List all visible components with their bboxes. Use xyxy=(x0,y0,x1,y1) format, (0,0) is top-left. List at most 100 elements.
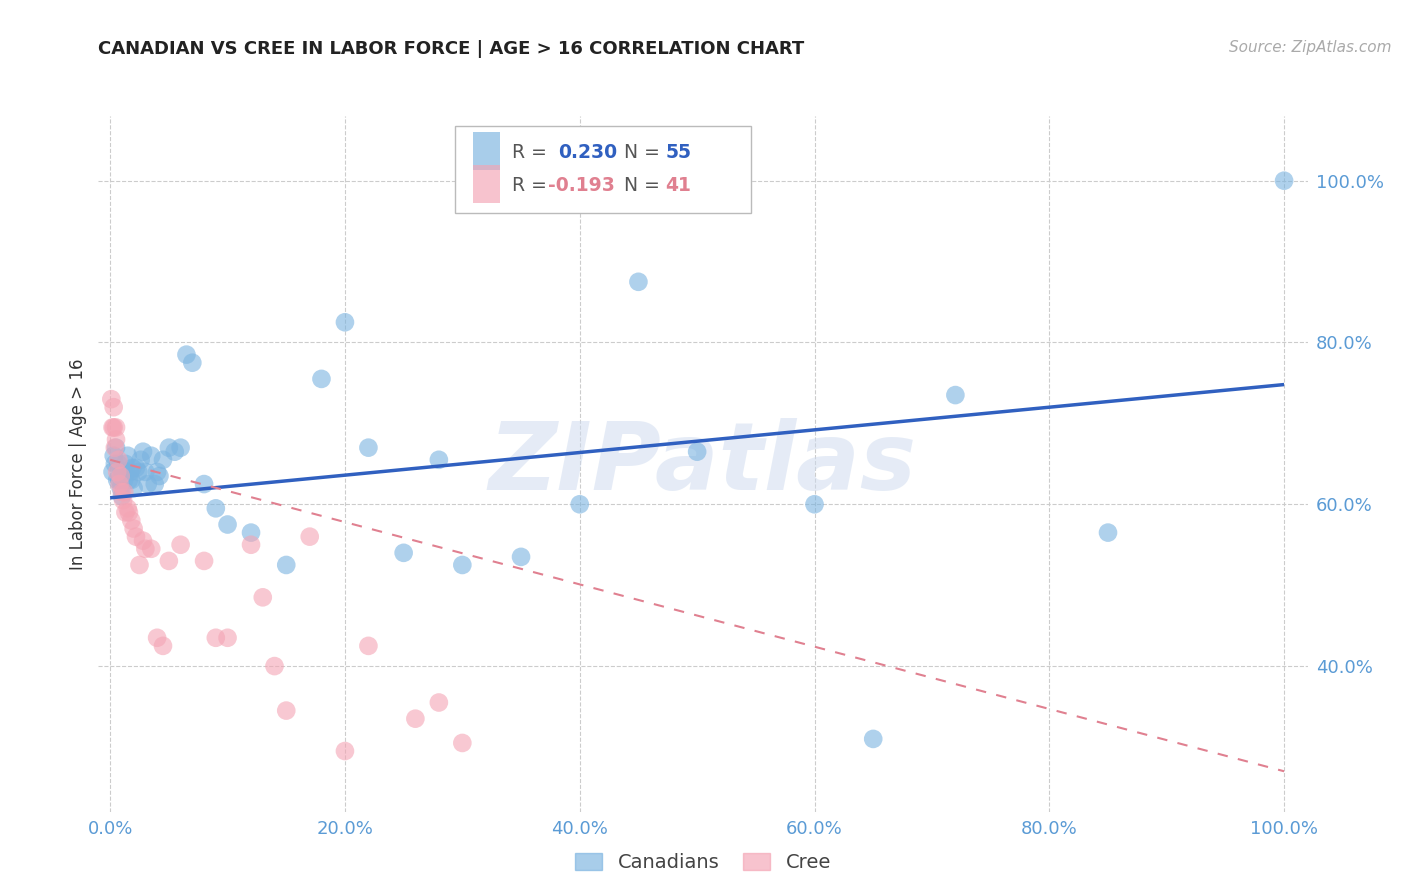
Point xyxy=(141,541,163,556)
Point xyxy=(105,473,128,487)
Bar xyxy=(474,165,501,203)
Point xyxy=(427,452,450,467)
Point xyxy=(100,392,122,406)
Text: R =: R = xyxy=(512,176,553,195)
Point xyxy=(110,469,132,483)
Point xyxy=(129,452,152,467)
Point xyxy=(945,388,967,402)
Text: 41: 41 xyxy=(665,176,692,195)
Point xyxy=(240,538,263,552)
Text: R =: R = xyxy=(512,144,553,162)
Point xyxy=(146,631,169,645)
Point xyxy=(112,473,135,487)
Point xyxy=(148,469,170,483)
Point xyxy=(103,420,125,434)
Point xyxy=(193,554,215,568)
Point xyxy=(451,558,474,572)
Point xyxy=(118,505,141,519)
Point xyxy=(276,558,298,572)
Point xyxy=(114,505,136,519)
Point xyxy=(112,485,135,500)
Point xyxy=(357,441,380,455)
Point xyxy=(686,444,709,458)
Point xyxy=(298,530,321,544)
Point xyxy=(112,493,135,508)
Point xyxy=(252,591,274,605)
Point xyxy=(204,501,226,516)
Point xyxy=(803,497,825,511)
Point xyxy=(108,477,131,491)
Text: 0.230: 0.230 xyxy=(558,144,617,162)
Point xyxy=(114,457,136,471)
Point xyxy=(263,659,285,673)
Point xyxy=(333,744,356,758)
Y-axis label: In Labor Force | Age > 16: In Labor Force | Age > 16 xyxy=(69,358,87,570)
Point xyxy=(627,275,650,289)
Point xyxy=(101,465,124,479)
Point xyxy=(136,477,159,491)
Point xyxy=(451,736,474,750)
Point xyxy=(157,554,180,568)
Point xyxy=(217,517,239,532)
Point xyxy=(107,452,129,467)
Point xyxy=(217,631,239,645)
Point xyxy=(392,546,415,560)
Point xyxy=(276,704,298,718)
Text: N =: N = xyxy=(624,144,666,162)
Point xyxy=(127,465,149,479)
Point xyxy=(1097,525,1119,540)
Point xyxy=(122,522,145,536)
Point xyxy=(169,538,191,552)
Point xyxy=(104,457,127,471)
Bar xyxy=(474,132,501,170)
Point xyxy=(157,441,180,455)
Text: N =: N = xyxy=(624,176,666,195)
Point xyxy=(117,501,139,516)
Point xyxy=(132,533,155,548)
Point xyxy=(103,449,125,463)
Point xyxy=(105,465,128,479)
Point xyxy=(134,541,156,556)
Text: ZIPatlas: ZIPatlas xyxy=(489,417,917,510)
Point xyxy=(111,485,134,500)
Point xyxy=(862,731,884,746)
Point xyxy=(134,465,156,479)
Point xyxy=(105,420,128,434)
Point xyxy=(112,465,135,479)
Point xyxy=(357,639,380,653)
Point xyxy=(204,631,226,645)
Text: -0.193: -0.193 xyxy=(548,176,614,195)
Point xyxy=(333,315,356,329)
Point xyxy=(125,530,148,544)
Point xyxy=(120,473,142,487)
Point xyxy=(181,356,204,370)
Point xyxy=(101,420,124,434)
Point xyxy=(105,441,128,455)
Point xyxy=(146,465,169,479)
Point xyxy=(103,401,125,415)
Point xyxy=(111,489,134,503)
FancyBboxPatch shape xyxy=(456,127,751,213)
Point xyxy=(141,449,163,463)
Point xyxy=(1272,174,1295,188)
Point xyxy=(510,549,533,564)
Point xyxy=(128,558,150,572)
Point xyxy=(104,441,127,455)
Point xyxy=(125,461,148,475)
Text: Source: ZipAtlas.com: Source: ZipAtlas.com xyxy=(1229,40,1392,55)
Point xyxy=(568,497,591,511)
Point xyxy=(152,639,174,653)
Point xyxy=(311,372,333,386)
Point xyxy=(132,444,155,458)
Point xyxy=(152,452,174,467)
Point xyxy=(122,481,145,495)
Point xyxy=(115,465,138,479)
Point xyxy=(110,481,132,495)
Point xyxy=(169,441,191,455)
Point xyxy=(193,477,215,491)
Point xyxy=(108,473,131,487)
Point xyxy=(105,433,128,447)
Point xyxy=(163,444,186,458)
Point xyxy=(117,449,139,463)
Point xyxy=(118,473,141,487)
